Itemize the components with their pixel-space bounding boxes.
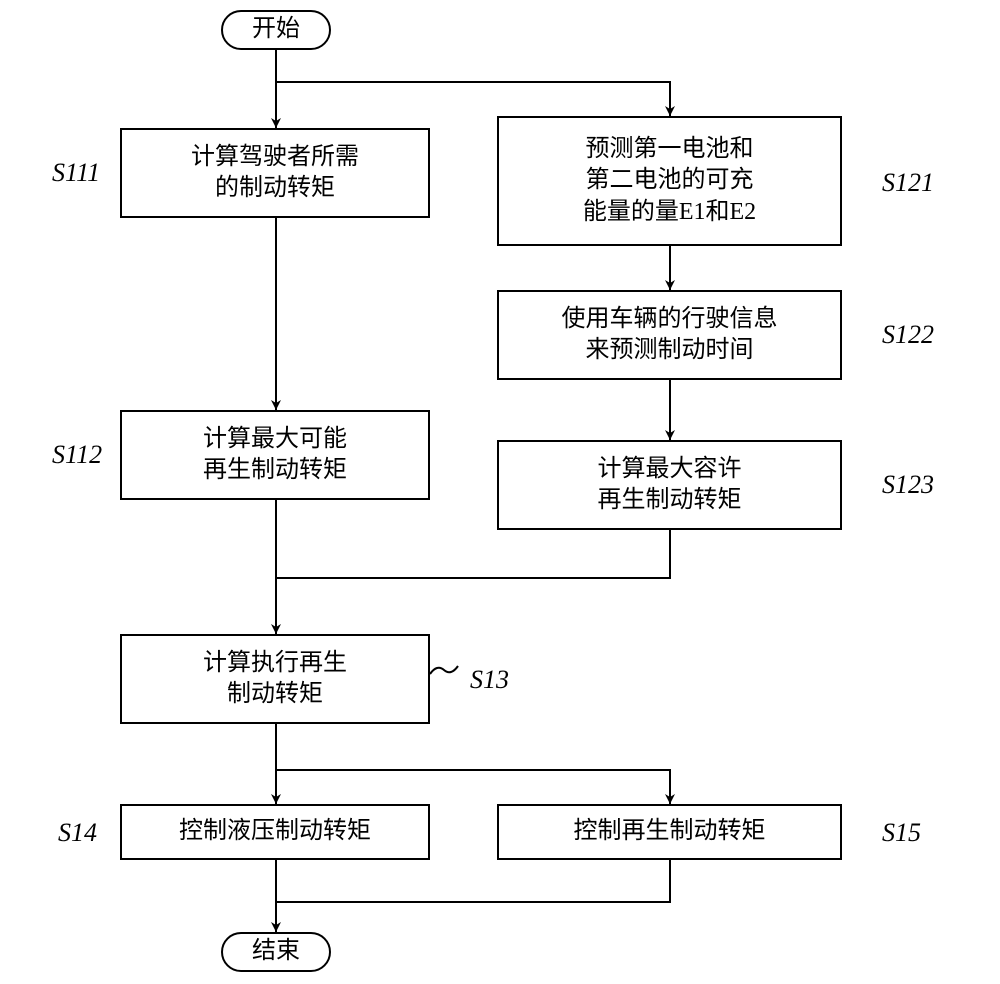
s14-label: S14 bbox=[58, 818, 97, 848]
s112-text: 计算最大可能 再生制动转矩 bbox=[203, 424, 347, 486]
end-text: 结束 bbox=[252, 936, 300, 967]
end-node: 结束 bbox=[221, 932, 331, 972]
s123-text: 计算最大容许 再生制动转矩 bbox=[598, 454, 742, 516]
start-node: 开始 bbox=[221, 10, 331, 50]
s112-box: 计算最大可能 再生制动转矩 bbox=[120, 410, 430, 500]
s121-text: 预测第一电池和 第二电池的可充 能量的量E1和E2 bbox=[583, 134, 756, 228]
s15-text: 控制再生制动转矩 bbox=[574, 816, 766, 847]
s111-label: S111 bbox=[52, 158, 100, 188]
s14-box: 控制液压制动转矩 bbox=[120, 804, 430, 860]
s122-text: 使用车辆的行驶信息 来预测制动时间 bbox=[562, 304, 778, 366]
s122-label: S122 bbox=[882, 320, 934, 350]
s111-box: 计算驾驶者所需 的制动转矩 bbox=[120, 128, 430, 218]
s15-label: S15 bbox=[882, 818, 921, 848]
s121-label: S121 bbox=[882, 168, 934, 198]
s13-text: 计算执行再生 制动转矩 bbox=[203, 648, 347, 710]
s14-text: 控制液压制动转矩 bbox=[179, 816, 371, 847]
s13-box: 计算执行再生 制动转矩 bbox=[120, 634, 430, 724]
s13-label: S13 bbox=[470, 665, 509, 695]
s112-label: S112 bbox=[52, 440, 102, 470]
s123-label: S123 bbox=[882, 470, 934, 500]
s123-box: 计算最大容许 再生制动转矩 bbox=[497, 440, 842, 530]
s15-box: 控制再生制动转矩 bbox=[497, 804, 842, 860]
s121-box: 预测第一电池和 第二电池的可充 能量的量E1和E2 bbox=[497, 116, 842, 246]
start-text: 开始 bbox=[252, 14, 300, 45]
s122-box: 使用车辆的行驶信息 来预测制动时间 bbox=[497, 290, 842, 380]
s111-text: 计算驾驶者所需 的制动转矩 bbox=[191, 142, 359, 204]
